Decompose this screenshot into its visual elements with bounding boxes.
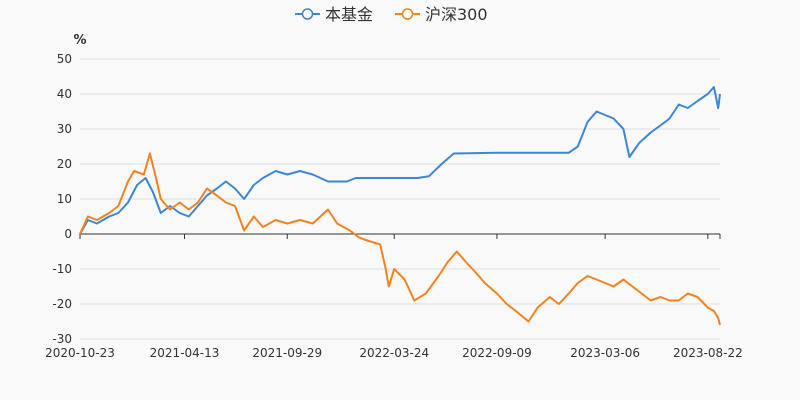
series-line-1 xyxy=(79,152,721,326)
legend-item-1[interactable]: 沪深300 xyxy=(395,5,488,24)
y-tick-label: -10 xyxy=(52,262,72,276)
y-tick-label: 40 xyxy=(57,87,72,101)
x-tick-label: 2022-09-09 xyxy=(462,346,532,360)
x-tick-label: 2023-08-22 xyxy=(673,346,743,360)
series-lines xyxy=(79,86,721,326)
legend[interactable]: 本基金 沪深300 xyxy=(295,5,488,24)
y-tick-label: 0 xyxy=(64,227,72,241)
y-tick-label: 20 xyxy=(57,157,72,171)
legend-item-0[interactable]: 本基金 xyxy=(295,5,373,24)
legend-circle-icon xyxy=(401,8,414,20)
x-tick-label: 2021-04-13 xyxy=(150,346,220,360)
legend-circle-icon xyxy=(301,8,314,20)
y-axis-unit: % xyxy=(73,33,86,48)
x-tick-label: 2021-09-29 xyxy=(252,346,322,360)
x-tick-label: 2022-03-24 xyxy=(359,346,429,360)
y-axis-ticks: -30 -20 -10 0 10 20 30 40 50 xyxy=(52,52,72,346)
y-tick-label: -30 xyxy=(52,332,72,346)
y-tick-label: 50 xyxy=(57,52,72,66)
gridlines xyxy=(80,58,720,340)
x-axis: 2020-10-23 2021-04-13 2021-09-29 2022-03-24… xyxy=(45,233,743,360)
y-tick-label: 30 xyxy=(57,122,72,136)
y-tick-label: -20 xyxy=(52,297,72,311)
legend-label: 沪深300 xyxy=(425,5,488,24)
x-tick-label: 2023-03-06 xyxy=(570,346,640,360)
legend-label: 本基金 xyxy=(325,5,373,24)
series-line-0 xyxy=(79,86,721,235)
x-tick-label: 2020-10-23 xyxy=(45,346,115,360)
y-tick-label: 10 xyxy=(57,192,72,206)
